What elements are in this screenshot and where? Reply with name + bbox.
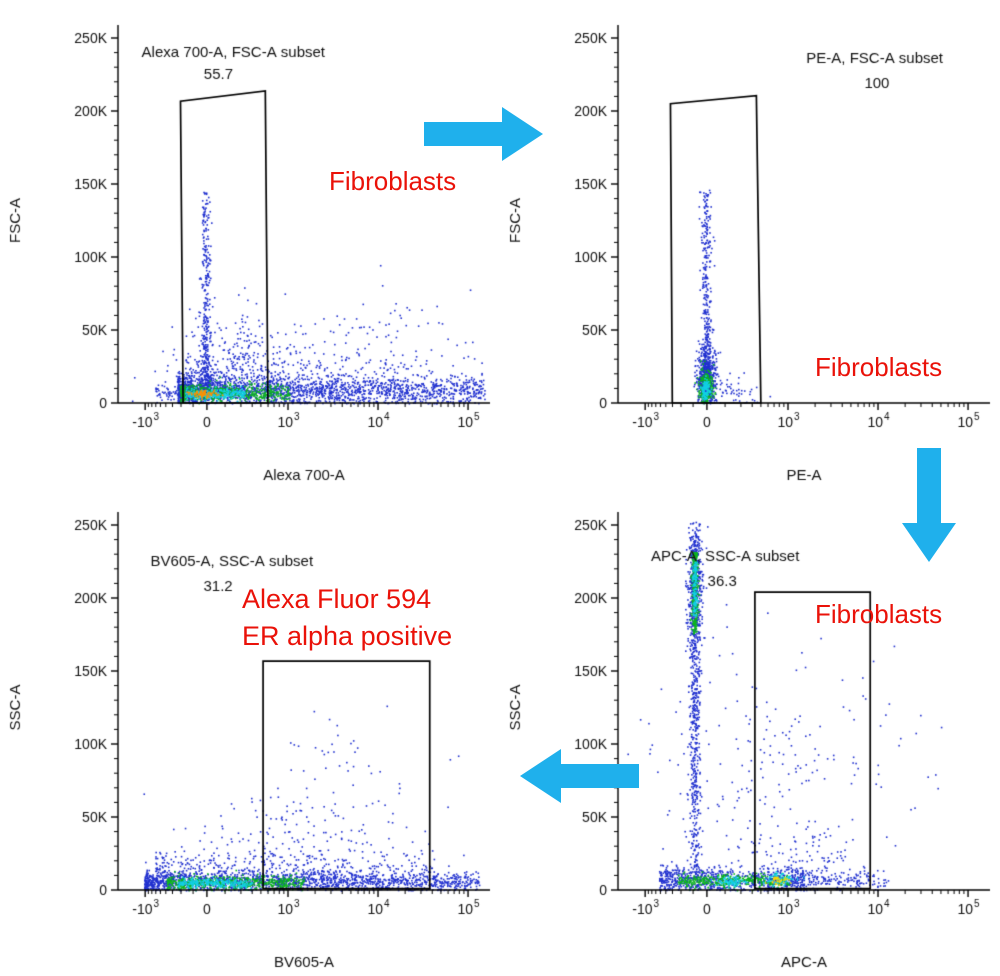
arrow-right-polygon	[424, 107, 543, 161]
gating-arrow-right-icon	[424, 106, 544, 168]
scatter-plot-pe-fsc	[500, 0, 1000, 489]
gating-arrow-down-icon	[901, 448, 958, 568]
fibroblasts-label-1: Fibroblasts	[329, 166, 457, 196]
er-alpha-positive-label: Alexa Fluor 594 ER alpha positive	[242, 581, 452, 655]
scatter-plot-alexa700-fsc	[0, 0, 500, 489]
arrow-shape	[520, 749, 639, 803]
er-label-line2: ER alpha positive	[242, 621, 453, 651]
arrow-down-polygon	[902, 448, 956, 562]
flow-panel-alexa700-fsc	[0, 0, 500, 489]
flow-panel-bv605-ssc	[0, 487, 500, 976]
fibroblasts-label-2: Fibroblasts	[815, 352, 943, 382]
arrow-shape	[902, 448, 956, 562]
arrow-left-polygon	[520, 749, 639, 803]
arrow-shape	[424, 107, 543, 161]
flow-panel-apc-ssc	[500, 487, 1000, 976]
scatter-plot-apc-ssc	[500, 487, 1000, 976]
er-label-line1: Alexa Fluor 594	[242, 584, 432, 614]
fibroblasts-label-3: Fibroblasts	[815, 599, 943, 629]
flow-panel-pe-fsc	[500, 0, 1000, 489]
gating-arrow-left-icon	[519, 748, 639, 810]
scatter-plot-bv605-ssc	[0, 487, 500, 976]
